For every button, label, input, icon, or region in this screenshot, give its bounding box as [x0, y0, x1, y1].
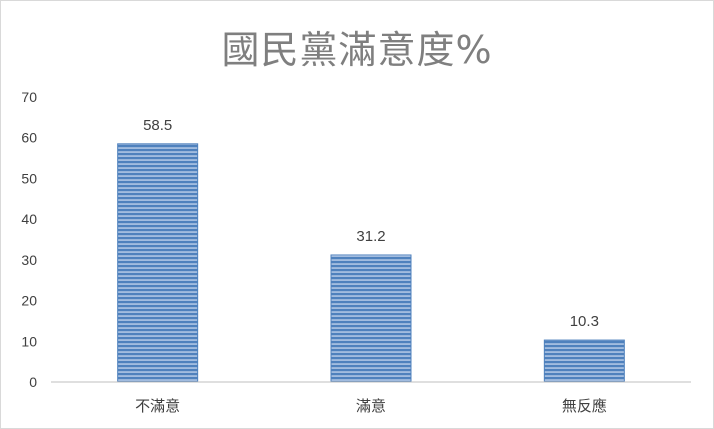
y-tick-label: 70 — [21, 89, 37, 105]
y-tick-label: 40 — [21, 211, 37, 227]
y-tick-label: 30 — [21, 252, 37, 268]
chart-title: 國民黨滿意度% — [221, 28, 493, 72]
data-label: 58.5 — [143, 117, 172, 134]
y-tick-label: 60 — [21, 130, 37, 146]
y-tick-label: 10 — [21, 333, 37, 349]
y-tick-label: 0 — [29, 374, 37, 390]
bar-1 — [117, 143, 199, 383]
bar-2 — [330, 254, 412, 383]
category-label: 滿意 — [356, 397, 386, 415]
bar-3 — [543, 339, 625, 383]
category-label: 無反應 — [562, 397, 607, 415]
category-label: 不滿意 — [135, 397, 180, 415]
y-tick-label: 20 — [21, 293, 37, 309]
data-label: 10.3 — [570, 313, 599, 330]
y-tick-label: 50 — [21, 170, 37, 186]
data-label: 31.2 — [356, 228, 385, 245]
